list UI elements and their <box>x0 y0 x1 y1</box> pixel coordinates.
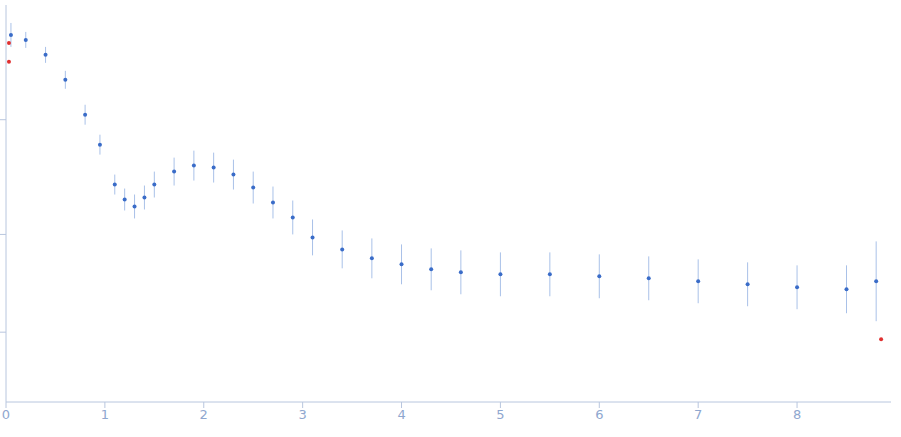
svg-text:5: 5 <box>496 407 504 422</box>
svg-text:3: 3 <box>299 407 307 422</box>
svg-text:1: 1 <box>101 407 109 422</box>
svg-text:8: 8 <box>793 407 801 422</box>
svg-text:7: 7 <box>694 407 702 422</box>
svg-text:2: 2 <box>200 407 208 422</box>
svg-text:6: 6 <box>595 407 603 422</box>
svg-text:4: 4 <box>397 407 405 422</box>
svg-text:0: 0 <box>8 407 10 422</box>
